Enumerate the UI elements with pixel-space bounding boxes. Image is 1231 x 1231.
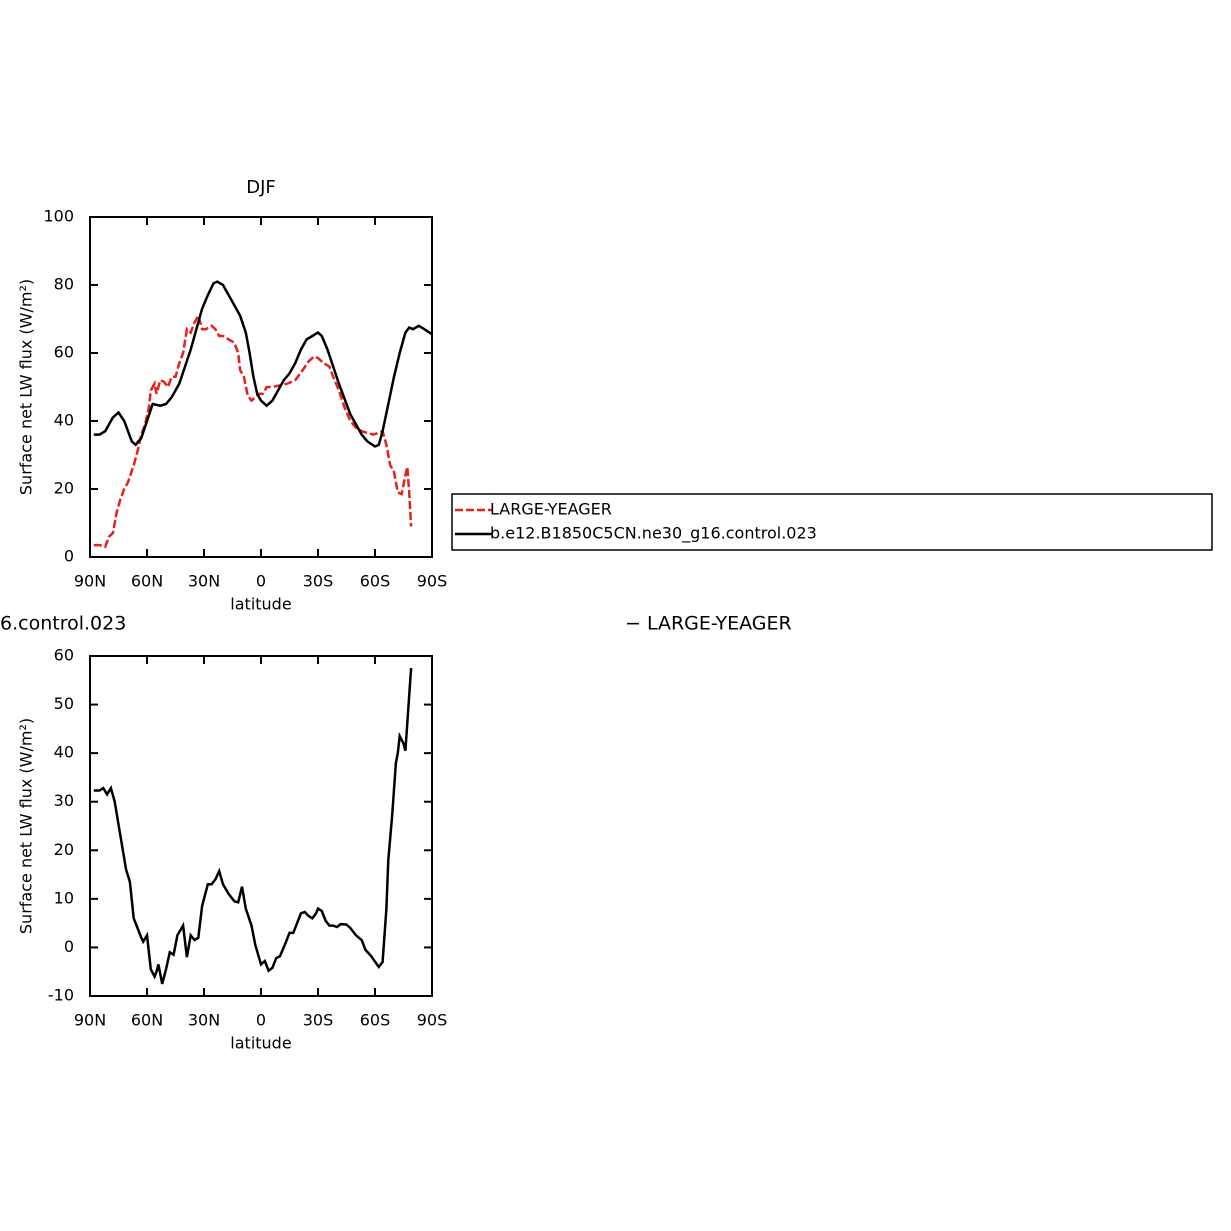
data-line bbox=[93, 668, 413, 985]
y-axis-label: Surface net LW flux (W/m²) bbox=[17, 718, 36, 934]
x-tick-label: 0 bbox=[256, 572, 266, 591]
x-tick-label: 60S bbox=[360, 572, 391, 591]
plot-frame bbox=[89, 655, 433, 997]
x-tick-label: 60N bbox=[131, 572, 163, 591]
y-tick-label: 0 bbox=[64, 937, 74, 956]
x-tick-label: 90S bbox=[417, 1011, 448, 1030]
x-tick-label: 90N bbox=[74, 1011, 106, 1030]
chart-title-right: − LARGE-YEAGER bbox=[625, 613, 792, 635]
chart-title: DJF bbox=[246, 177, 276, 198]
y-axis-label: Surface net LW flux (W/m²) bbox=[17, 279, 36, 495]
y-tick-label: 50 bbox=[54, 694, 74, 713]
y-tick-label: 40 bbox=[54, 743, 74, 762]
data-line bbox=[93, 312, 413, 549]
x-tick-label: 90S bbox=[417, 572, 448, 591]
x-axis-label: latitude bbox=[230, 1034, 291, 1053]
y-tick-label: -10 bbox=[48, 986, 74, 1005]
x-tick-label: 0 bbox=[256, 1011, 266, 1030]
y-tick-label: 20 bbox=[54, 840, 74, 859]
plot-frame bbox=[89, 216, 433, 558]
x-tick-label: 90N bbox=[74, 572, 106, 591]
legend-label: LARGE-YEAGER bbox=[490, 500, 612, 519]
y-tick-label: 10 bbox=[54, 888, 74, 907]
chart-title-left: 6.control.023 bbox=[0, 613, 126, 635]
legend-label: b.e12.B1850C5CN.ne30_g16.control.023 bbox=[490, 524, 817, 544]
y-tick-label: 60 bbox=[54, 343, 74, 362]
y-tick-label: 40 bbox=[54, 411, 74, 430]
legend-box bbox=[451, 493, 1213, 551]
x-tick-label: 30S bbox=[303, 1011, 334, 1030]
x-tick-label: 60N bbox=[131, 1011, 163, 1030]
x-tick-label: 60S bbox=[360, 1011, 391, 1030]
y-tick-label: 30 bbox=[54, 791, 74, 810]
x-tick-label: 30N bbox=[188, 572, 220, 591]
y-tick-label: 100 bbox=[43, 207, 74, 226]
x-tick-label: 30N bbox=[188, 1011, 220, 1030]
data-line bbox=[93, 280, 433, 448]
y-tick-label: 60 bbox=[54, 646, 74, 665]
y-tick-label: 20 bbox=[54, 479, 74, 498]
y-tick-label: 80 bbox=[54, 275, 74, 294]
x-axis-label: latitude bbox=[230, 595, 291, 614]
y-tick-label: 0 bbox=[64, 547, 74, 566]
x-tick-label: 30S bbox=[303, 572, 334, 591]
